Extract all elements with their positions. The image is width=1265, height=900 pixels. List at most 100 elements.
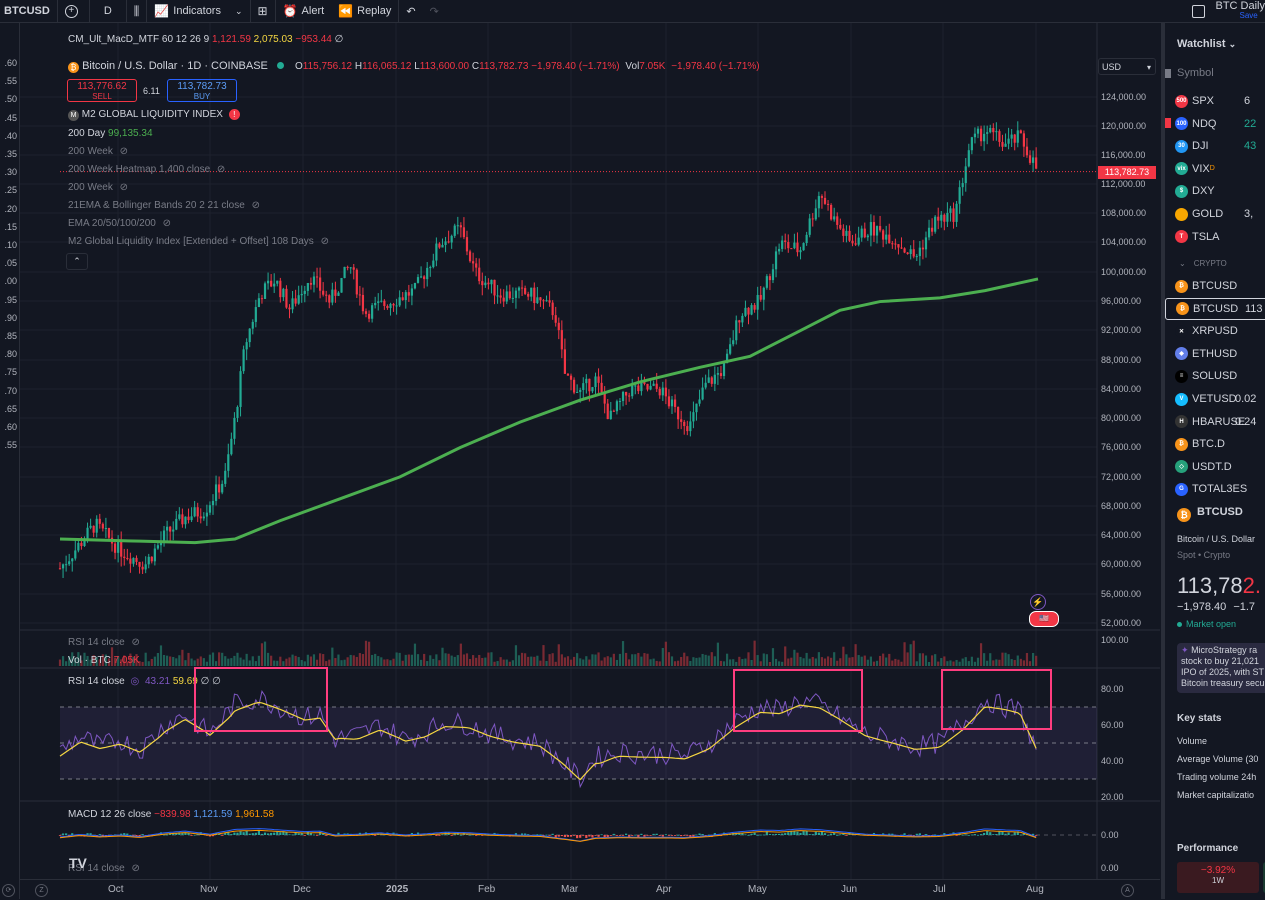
eye-off-icon[interactable]: ⊘ xyxy=(131,637,140,648)
chart-canvas[interactable]: 124,000.00 120,000.00 116,000.00 112,000.00… xyxy=(20,23,1160,879)
rsi-legend[interactable]: RSI 14 close ◎ 43.21 59.69 ∅ ∅ xyxy=(68,676,221,687)
candle-body xyxy=(836,216,839,225)
volume-bar xyxy=(358,653,361,666)
volume-bar xyxy=(579,658,582,666)
eye-off-icon[interactable]: ⊘ xyxy=(131,863,140,874)
chart-type-button[interactable]: ⫼ xyxy=(127,0,148,22)
left-axis-tick: .25 xyxy=(4,185,17,196)
chart-area[interactable]: 124,000.00 120,000.00 116,000.00 112,000.00… xyxy=(20,23,1160,879)
time-axis[interactable]: ⟳ Z A Oct Nov Dec 2025 Feb Mar Apr May Jun Jul Aug xyxy=(2,879,1160,900)
news-card[interactable]: ✦ MicroStrategy ra stock to buy 21,021 I… xyxy=(1177,643,1265,693)
rsi-hidden-legend[interactable]: RSI 14 close ⊘ xyxy=(68,637,140,648)
watchlist-title[interactable]: Watchlist ⌄ xyxy=(1177,38,1236,50)
macd-hist-bar xyxy=(218,833,221,835)
candle-body xyxy=(741,315,744,323)
perf-1w-button[interactable]: −3.92% 1W xyxy=(1177,862,1259,893)
eye-off-icon[interactable]: ⊘ xyxy=(251,200,260,211)
rsi-hidden2-legend[interactable]: RSI 14 close ⊘ xyxy=(68,863,140,874)
auto-scale-icon[interactable]: A xyxy=(1121,884,1134,897)
compare-button[interactable]: + xyxy=(58,0,90,22)
zoom-icon[interactable]: Z xyxy=(35,884,48,897)
vol-pane-legend[interactable]: Vol · BTC 7.05K xyxy=(68,655,140,666)
eye-off-icon[interactable]: ⊘ xyxy=(162,218,172,229)
watchlist-row-btcusd[interactable]: ₿ BTCUSD 113 xyxy=(1165,297,1265,320)
series-legend[interactable]: ₿ Bitcoin / U.S. Dollar · 1D · COINBASE … xyxy=(68,60,760,73)
watchlist-row-dji[interactable]: 30 DJI 43 xyxy=(1165,135,1265,157)
macd-hist-bar xyxy=(986,830,989,835)
collapse-legend-button[interactable]: ⌃ xyxy=(66,253,88,270)
watchlist-row-spx[interactable]: 500 SPX 6 xyxy=(1165,90,1265,112)
watchlist-row-ethusd[interactable]: ◆ ETHUSD xyxy=(1165,343,1265,365)
ind-bb-legend[interactable]: 21EMA & Bollinger Bands 20 2 21 close ⊘ xyxy=(68,200,260,211)
candle-body xyxy=(199,516,202,519)
watchlist-row-xrpusd[interactable]: ✕ XRPUSD xyxy=(1165,320,1265,342)
candle-body xyxy=(58,568,62,570)
ind-heatmap-legend[interactable]: 200 Week Heatmap 1,400 close ⊘ xyxy=(68,164,225,175)
currency-select[interactable]: USD ▾ xyxy=(1098,58,1156,75)
reset-zoom-icon[interactable]: ⟳ xyxy=(2,884,15,897)
layout-button[interactable]: BTC Daily Save xyxy=(1215,1,1265,21)
macd-hist-bar xyxy=(175,833,178,835)
watchlist-row-solusd[interactable]: ≡ SOLUSD xyxy=(1165,365,1265,387)
watchlist-row-hbaruse[interactable]: H HBARUSE 0.24 xyxy=(1165,411,1265,433)
redo-button[interactable]: ↷ xyxy=(423,0,446,22)
flag-column-icon[interactable] xyxy=(1165,69,1171,78)
sma200d-legend[interactable]: 200 Day 99,135.34 xyxy=(68,128,153,139)
ind-200w2-legend[interactable]: 200 Week ⊘ xyxy=(68,182,128,193)
layout-checkbox[interactable] xyxy=(1192,4,1206,18)
watchlist-row-dxy[interactable]: $ DXY xyxy=(1165,180,1265,202)
watchlist-row-tsla[interactable]: T TSLA xyxy=(1165,226,1265,248)
flash-icon[interactable]: ⚡ xyxy=(1030,594,1046,610)
watchlist-row-btcusd[interactable]: ₿ BTCUSD xyxy=(1165,275,1265,297)
volume-bar xyxy=(1013,660,1016,666)
rsi-settings-icon[interactable]: ◎ xyxy=(130,676,140,687)
candle-body xyxy=(487,282,490,285)
templates-button[interactable]: ⊞ xyxy=(251,0,276,22)
alert-button[interactable]: ⏰ Alert xyxy=(276,0,332,22)
eye-off-icon[interactable]: ⊘ xyxy=(119,182,129,193)
watchlist-row-vix[interactable]: vix VIX D xyxy=(1165,158,1265,180)
candle-body xyxy=(175,518,178,530)
macd-mtf-legend[interactable]: CM_Ult_MacD_MTF 60 12 26 9 1,121.59 2,07… xyxy=(68,34,343,45)
volume-bar xyxy=(404,654,407,666)
m2-legend[interactable]: M M2 GLOBAL LIQUIDITY INDEX ! xyxy=(68,109,240,121)
symbol-search[interactable]: BTCUSD xyxy=(0,0,58,22)
perf-next-button[interactable] xyxy=(1263,862,1265,893)
volume-bar xyxy=(236,652,239,666)
ind-ema-legend[interactable]: EMA 20/50/100/200 ⊘ xyxy=(68,218,171,229)
buy-button[interactable]: 113,782.73 BUY xyxy=(167,79,237,102)
watchlist-row-gold[interactable]: GOLD 3, xyxy=(1165,203,1265,225)
sell-button[interactable]: 113,776.62 SELL xyxy=(67,79,137,102)
eye-off-icon[interactable]: ⊘ xyxy=(216,164,226,175)
macd-hist-value: −839.98 xyxy=(154,809,191,820)
symbol-column-header[interactable]: Symbol xyxy=(1177,67,1214,79)
flag-marker-icon[interactable] xyxy=(1165,118,1171,128)
watchlist-row-vetusd[interactable]: V VETUSD 0.02 xyxy=(1165,388,1265,410)
watchlist-row-usdt.d[interactable]: ◇ USDT.D xyxy=(1165,456,1265,478)
indicators-button[interactable]: 📈 Indicators ⌄ xyxy=(147,0,251,22)
macd-hist-bar xyxy=(224,832,227,835)
candle-body xyxy=(817,196,820,209)
candle-body xyxy=(315,276,319,278)
macd-hist-bar xyxy=(450,835,453,836)
volume-bar xyxy=(851,657,854,666)
volume-bar xyxy=(618,653,622,666)
replay-button[interactable]: ⏪ Replay xyxy=(331,0,400,22)
ind-200w-legend[interactable]: 200 Week ⊘ xyxy=(68,146,128,157)
watchlist-row-btc.d[interactable]: ₿ BTC.D xyxy=(1165,433,1265,455)
interval-button[interactable]: D xyxy=(90,0,127,22)
macd-hist-bar xyxy=(576,835,579,839)
ind-m2ext-legend[interactable]: M2 Global Liquidity Index [Extended + Of… xyxy=(68,236,329,247)
macd-legend[interactable]: MACD 12 26 close −839.98 1,121.59 1,961.… xyxy=(68,809,274,820)
undo-button[interactable]: ↶ xyxy=(399,0,422,22)
flags-icon[interactable]: 🇺🇸 xyxy=(1029,611,1059,627)
candle-body xyxy=(940,214,943,221)
watchlist-row-ndq[interactable]: 100 NDQ 22 xyxy=(1165,113,1265,135)
volume-bar xyxy=(459,643,462,666)
candle-body xyxy=(166,526,169,531)
watchlist-row-total3es[interactable]: G TOTAL3ES xyxy=(1165,478,1265,500)
crypto-section-header[interactable]: ⌄ CRYPTO xyxy=(1179,259,1227,268)
volume-bar xyxy=(557,644,560,666)
eye-off-icon[interactable]: ⊘ xyxy=(119,146,129,157)
eye-off-icon[interactable]: ⊘ xyxy=(320,236,329,247)
